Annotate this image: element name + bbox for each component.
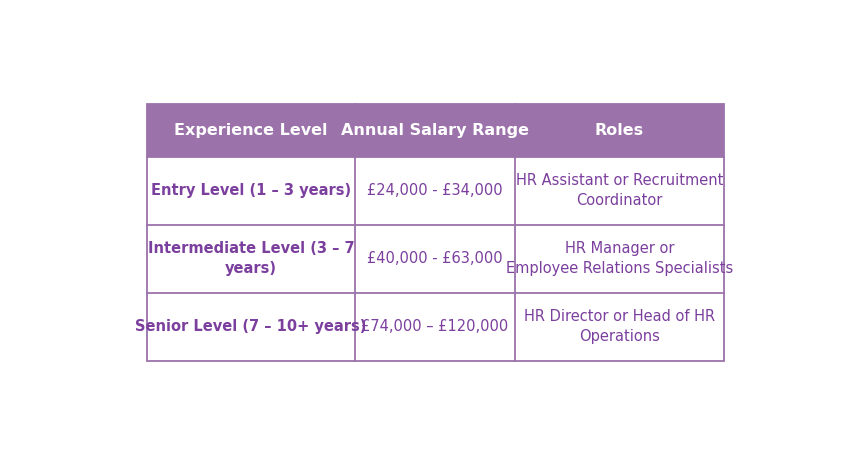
- Text: Roles: Roles: [595, 123, 644, 138]
- Text: Experience Level: Experience Level: [174, 123, 328, 138]
- Text: HR Director or Head of HR
Operations: HR Director or Head of HR Operations: [524, 309, 715, 344]
- Text: HR Assistant or Recruitment
Coordinator: HR Assistant or Recruitment Coordinator: [516, 173, 723, 208]
- Text: £40,000 - £63,000: £40,000 - £63,000: [367, 251, 503, 266]
- Text: Intermediate Level (3 – 7
years): Intermediate Level (3 – 7 years): [148, 241, 354, 276]
- Text: £24,000 - £34,000: £24,000 - £34,000: [367, 183, 503, 198]
- Text: £74,000 – £120,000: £74,000 – £120,000: [361, 319, 508, 334]
- Text: Entry Level (1 – 3 years): Entry Level (1 – 3 years): [151, 183, 351, 198]
- Text: Senior Level (7 – 10+ years): Senior Level (7 – 10+ years): [135, 319, 367, 334]
- Text: HR Manager or
Employee Relations Specialists: HR Manager or Employee Relations Special…: [506, 241, 733, 276]
- Text: Annual Salary Range: Annual Salary Range: [341, 123, 529, 138]
